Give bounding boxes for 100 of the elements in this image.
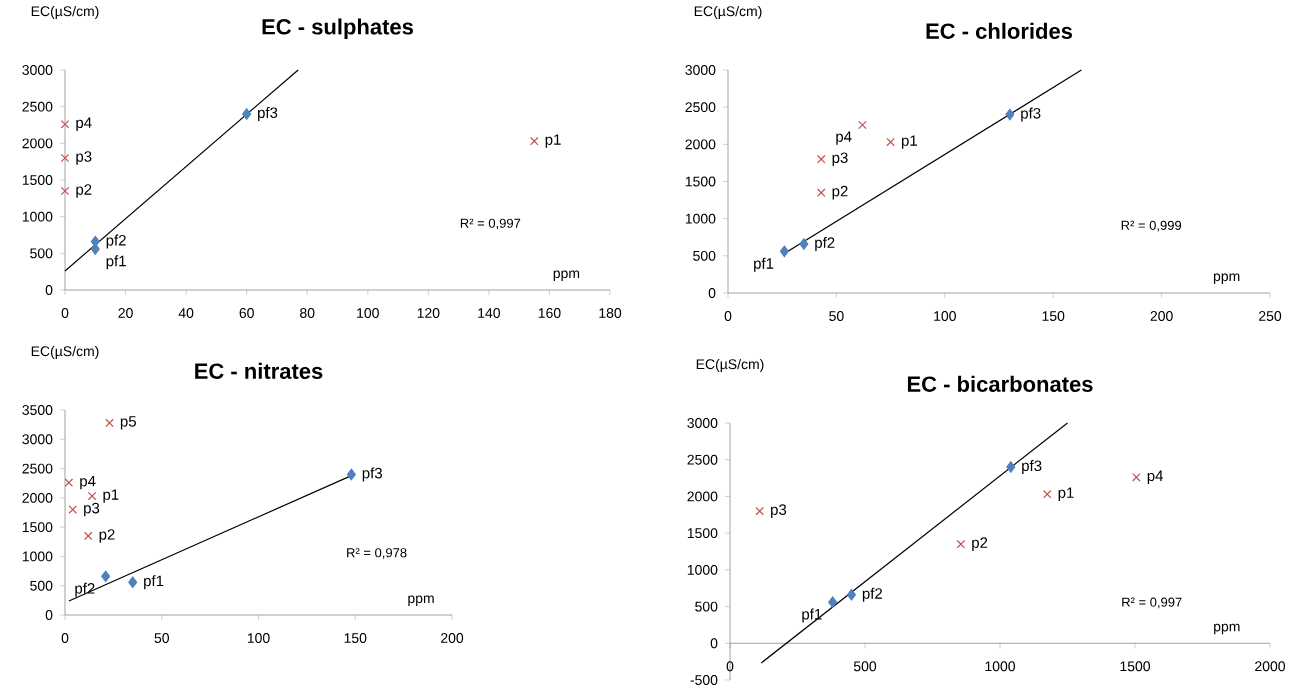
x-tick-label: 0 [61,308,69,318]
x-tick-label: 50 [154,633,169,643]
x-tick-label: 150 [344,633,367,643]
x-tick-label: 20 [118,308,133,318]
y-tick-label: 0 [708,288,716,298]
x-tick-label: 250 [1259,311,1282,321]
x-tick-label: 0 [61,633,69,643]
y-tick-label: 3500 [22,405,53,415]
annotation: pf2 [862,587,883,602]
chart-title: EC - sulphates [262,18,413,39]
y-axis-title: EC(µS/cm) [694,5,762,19]
y-tick-label: -500 [690,675,718,685]
y-tick-label: 1000 [22,551,53,562]
annotation: p1 [1058,487,1074,501]
chart-title: EC - bicarbonates [907,375,1093,392]
y-tick-label: 0 [45,285,53,295]
annotation: p2 [832,185,848,200]
y-tick-label: 500 [30,580,53,591]
x-tick-label: 80 [300,308,315,318]
x-tick-label: 1500 [1120,661,1151,672]
y-tick-label: 1500 [685,176,716,187]
point [816,188,826,197]
annotation: pf2 [106,234,126,249]
point [755,506,764,516]
annotation: pf3 [1021,107,1041,122]
point [1005,108,1015,121]
annotation: R² = 0,997 [460,218,521,230]
annotation: p1 [103,489,119,503]
annotation: pf1 [754,257,774,272]
annotation: p5 [120,416,136,430]
point [530,136,539,146]
y-tick-label: 0 [45,610,53,620]
y-tick-label: 500 [695,601,718,612]
y-tick-label: 2500 [22,101,53,112]
annotation: pf2 [75,582,95,597]
point [886,137,895,147]
x-tick-label: 0 [726,661,734,672]
x-tick-label: 160 [538,308,561,318]
chart-title: EC - nitrates [195,362,323,379]
point [1042,489,1052,499]
x-tick-label: 40 [178,308,194,318]
annotation: p1 [901,135,917,149]
point [60,153,70,163]
y-tick-label: 500 [693,250,716,261]
annotation: p2 [99,529,115,543]
y-tick-label: 3000 [22,434,53,445]
annotation: pf1 [144,575,164,590]
point [128,576,138,588]
point [83,531,93,541]
annotation: p4 [76,117,92,131]
annotation: pf3 [258,107,278,121]
y-tick-label: 3000 [685,65,716,75]
point [346,468,356,481]
y-tick-label: 2500 [687,454,718,465]
x-tick-label: 200 [441,633,464,643]
x-tick-label: 150 [1042,311,1065,321]
point [60,119,70,129]
y-tick-label: 1500 [687,528,718,539]
y-tick-label: 3000 [687,418,718,428]
x-tick-label: 0 [724,311,732,321]
y-tick-label: 3000 [22,65,53,75]
annotation: pf3 [362,467,382,482]
x-tick-label: 500 [853,661,877,672]
annotation: p1 [545,134,561,148]
x-tick-label: 200 [1150,311,1173,321]
x-tick-label: 180 [599,308,622,318]
annotation: pf1 [106,255,126,270]
x-tick-label: 100 [247,633,270,643]
point [242,108,252,120]
point [799,238,809,250]
annotation: p4 [1147,470,1163,485]
annotation: pf1 [802,608,822,623]
y-tick-label: 2000 [22,138,53,149]
annotation: p4 [80,475,96,490]
y-axis-title: EC(µS/cm) [31,345,99,359]
y-tick-label: 2500 [685,102,716,113]
point [105,418,114,428]
y-tick-label: 1000 [687,564,718,575]
y-axis-title: EC(µS/cm) [31,5,99,19]
x-axis-title: ppm [553,270,580,281]
point [87,491,97,501]
y-tick-label: 2500 [22,463,53,474]
point [64,478,74,487]
x-tick-label: 60 [239,308,254,318]
annotation: p3 [84,502,100,517]
point [1006,461,1016,473]
point [101,570,111,583]
annotation: p3 [771,504,787,518]
y-tick-label: 2000 [685,139,716,150]
annotation: R² = 0,997 [1122,597,1182,609]
x-tick-label: 100 [934,311,956,321]
annotation: R² = 0,999 [1121,220,1182,232]
annotation: p2 [76,184,92,198]
point [956,539,966,549]
y-tick-label: 2000 [687,491,718,502]
y-tick-label: 1500 [22,522,53,533]
annotation: R² = 0,978 [347,548,407,559]
x-axis-title: ppm [408,595,434,606]
annotation: p3 [76,151,92,165]
point [828,596,838,608]
